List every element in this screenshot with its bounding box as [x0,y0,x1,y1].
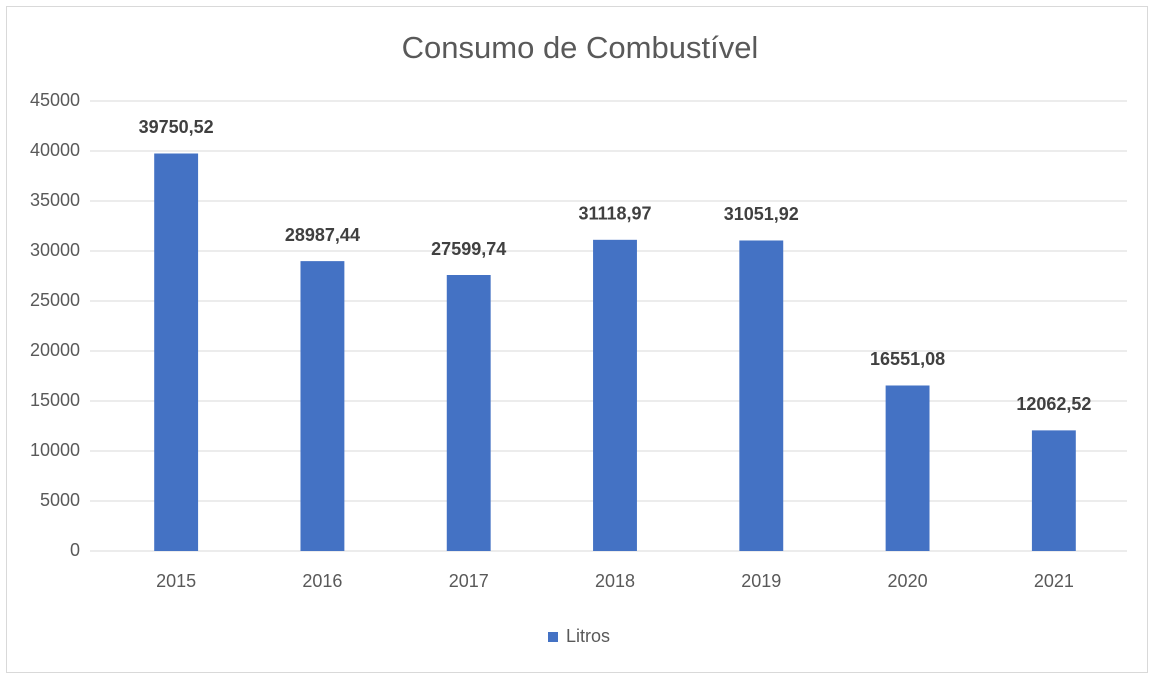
legend-label: Litros [566,626,610,646]
data-label: 31051,92 [724,204,799,224]
y-tick-label: 40000 [30,140,80,160]
legend-swatch [548,632,558,642]
y-tick-label: 45000 [30,90,80,110]
y-tick-label: 15000 [30,390,80,410]
bar [300,261,345,551]
data-label: 39750,52 [139,117,214,137]
x-tick-label: 2020 [888,571,928,591]
data-label: 28987,44 [285,225,360,245]
chart-title: Consumo de Combustível [402,30,759,65]
bar [593,239,637,551]
x-tick-label: 2016 [302,571,342,591]
x-tick-label: 2018 [595,571,635,591]
data-label: 16551,08 [870,349,945,369]
x-tick-label: 2021 [1034,571,1074,591]
y-tick-label: 30000 [30,240,80,260]
bar [446,275,491,551]
y-tick-label: 0 [70,540,80,560]
data-label: 31118,97 [578,204,651,224]
data-label: 12062,52 [1016,394,1091,414]
bar [1031,430,1076,551]
y-tick-label: 20000 [30,340,80,360]
y-tick-label: 35000 [30,190,80,210]
x-tick-label: 2017 [449,571,489,591]
x-tick-label: 2015 [156,571,196,591]
bar [154,153,199,551]
y-tick-label: 25000 [30,290,80,310]
bar [885,385,930,551]
bar [739,240,784,551]
x-tick-label: 2019 [741,571,781,591]
y-tick-label: 10000 [30,440,80,460]
data-label: 27599,74 [431,239,506,259]
y-tick-label: 5000 [40,490,80,510]
